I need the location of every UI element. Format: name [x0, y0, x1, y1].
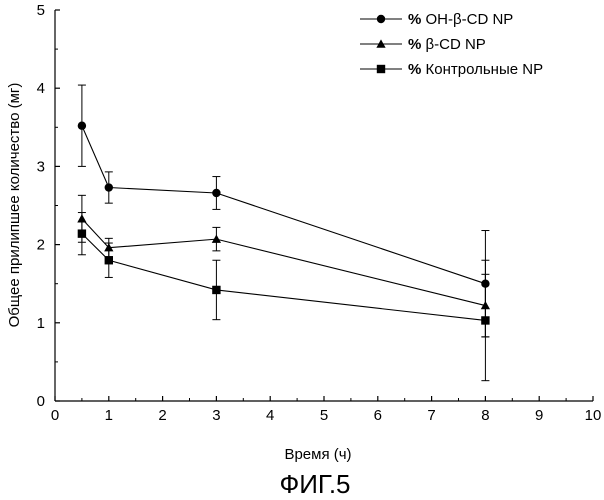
data-point [77, 121, 87, 130]
legend-label: % Контрольные NP [408, 61, 543, 78]
y-tick-label: 2 [37, 237, 45, 254]
x-axis-label: Время (ч) [284, 446, 351, 463]
y-tick-label: 0 [37, 393, 45, 410]
y-tick-label: 3 [37, 158, 45, 175]
series-triangle [77, 194, 491, 338]
y-tick-label: 5 [37, 2, 45, 19]
legend-marker [376, 14, 386, 24]
x-axis-ticks: 0 1 2 3 4 5 6 7 8 9 10 [51, 396, 602, 424]
legend-prefix: % [408, 11, 426, 28]
legend-series-name: β-CD NP [426, 36, 486, 53]
data-point [481, 316, 490, 325]
data-point [77, 229, 87, 238]
legend-series-name: Контрольные NP [426, 61, 544, 78]
x-tick-label: 10 [585, 407, 602, 424]
y-axis-ticks: 0 1 2 3 4 5 [37, 2, 60, 410]
x-tick-label: 7 [427, 407, 435, 424]
x-tick-label: 8 [481, 407, 489, 424]
x-tick-label: 5 [320, 407, 328, 424]
data-point [212, 285, 221, 295]
legend-item: % Контрольные NP [360, 61, 543, 78]
plot-area [77, 84, 491, 382]
x-tick-label: 3 [212, 407, 220, 424]
data-point [212, 188, 221, 198]
legend-label: % β-CD NP [408, 36, 486, 53]
data-point [211, 234, 222, 243]
legend: % ОН-β-CD NP% β-CD NP% Контрольные NP [360, 11, 543, 78]
x-tick-label: 6 [374, 407, 382, 424]
series-line [81, 125, 486, 285]
legend-prefix: % [408, 61, 426, 78]
legend-label: % ОН-β-CD NP [408, 11, 513, 28]
x-tick-label: 2 [158, 407, 166, 424]
y-tick-label: 1 [37, 315, 45, 332]
y-axis-label: Общее прилипшее количество (мг) [6, 83, 23, 328]
series-circle [77, 84, 490, 338]
data-point [104, 183, 114, 192]
x-tick-label: 0 [51, 407, 59, 424]
y-tick-label: 4 [37, 80, 45, 97]
series-line [81, 233, 486, 322]
series-line [81, 218, 486, 307]
legend-series-name: ОН-β-CD NP [426, 11, 514, 28]
legend-item: % ОН-β-CD NP [360, 11, 513, 28]
x-tick-label: 9 [535, 407, 543, 424]
series-square [77, 212, 490, 382]
x-tick-label: 4 [266, 407, 274, 424]
x-tick-label: 1 [105, 407, 113, 424]
legend-prefix: % [408, 36, 426, 53]
legend-item: % β-CD NP [360, 36, 486, 53]
data-point [104, 256, 113, 265]
legend-marker [376, 64, 386, 74]
figure-caption: ФИГ.5 [279, 469, 350, 499]
legend-marker [376, 39, 386, 48]
